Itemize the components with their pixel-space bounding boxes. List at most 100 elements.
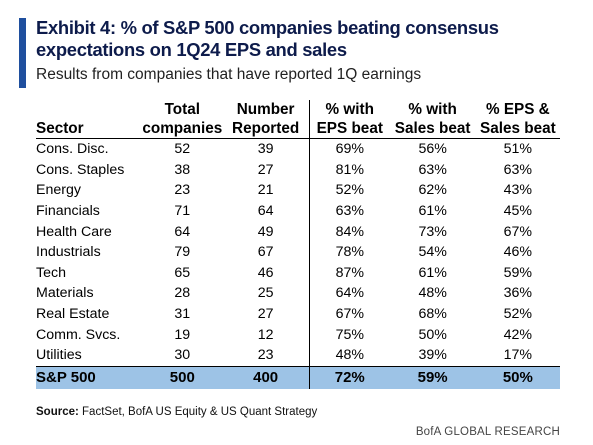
total-sector: S&P 500 — [36, 365, 143, 389]
header-sector: Sector — [36, 120, 84, 137]
table-row: Cons. Disc. 52 39 69% 56% 51% — [36, 138, 560, 160]
cell-eps-sales-beat: 63% — [503, 161, 533, 178]
cell-total: 64 — [174, 223, 191, 240]
cell-eps-beat: 48% — [308, 344, 390, 367]
table-row: Cons. Staples 38 27 81% 63% 63% — [36, 159, 560, 181]
cell-sector: Financials — [36, 203, 100, 220]
source-text: FactSet, BofA US Equity & US Quant Strat… — [82, 406, 318, 418]
earnings-table: Sector Total companies Number Reported %… — [36, 100, 560, 389]
total-row: S&P 500 500 400 72% 59% 50% — [36, 365, 560, 389]
total-reported: 400 — [222, 365, 310, 389]
cell-eps-beat: 78% — [308, 241, 390, 263]
cell-total: 19 — [174, 326, 191, 343]
header-eps-sales-beat: % EPS & Sales beat — [480, 101, 556, 137]
cell-eps-beat: 87% — [308, 262, 390, 284]
cell-eps-beat: 63% — [308, 200, 390, 222]
cell-total: 52 — [174, 141, 191, 158]
total-both: 50% — [475, 365, 560, 389]
cell-sector: Materials — [36, 285, 94, 302]
cell-reported: 67 — [257, 244, 274, 261]
table-row: Tech 65 46 87% 61% 59% — [36, 262, 560, 284]
cell-total: 79 — [174, 244, 191, 261]
cell-sector: Cons. Staples — [36, 161, 125, 178]
cell-eps-beat: 69% — [308, 138, 390, 160]
header-number-reported: Number Reported — [232, 101, 300, 137]
cell-reported: 25 — [257, 285, 274, 302]
cell-eps-sales-beat: 43% — [503, 182, 533, 199]
cell-sector: Real Estate — [36, 306, 110, 323]
cell-sales-beat: 39% — [418, 347, 447, 364]
total-total: 500 — [142, 365, 223, 389]
cell-eps-sales-beat: 36% — [503, 285, 533, 302]
header-total: Total companies — [142, 101, 223, 137]
cell-sales-beat: 61% — [418, 203, 447, 220]
cell-total: 30 — [174, 347, 191, 364]
table-row: Financials 71 64 63% 61% 45% — [36, 200, 560, 222]
cell-total: 38 — [174, 161, 191, 178]
cell-eps-sales-beat: 59% — [503, 264, 533, 281]
table-row: Materials 28 25 64% 48% 36% — [36, 283, 560, 304]
cell-reported: 21 — [257, 182, 274, 199]
cell-total: 71 — [174, 203, 191, 220]
table-body: Cons. Disc. 52 39 69% 56% 51% Cons. Staples 38 2… — [36, 138, 560, 389]
source-label: Source: — [36, 406, 79, 418]
cell-eps-sales-beat: 51% — [503, 141, 533, 158]
accent-bar — [19, 18, 26, 88]
cell-eps-beat: 81% — [308, 159, 390, 181]
table-header-row: Sector Total companies Number Reported %… — [36, 100, 560, 139]
exhibit-subtitle: Results from companies that have reporte… — [36, 66, 422, 83]
cell-sales-beat: 50% — [418, 326, 447, 343]
exhibit-title: Exhibit 4: % of S&P 500 companies beatin… — [36, 17, 499, 60]
cell-sales-beat: 61% — [418, 264, 447, 281]
total-eps: 72% — [308, 365, 390, 389]
header-eps-beat: % with EPS beat — [308, 100, 390, 139]
cell-sales-beat: 68% — [418, 306, 447, 323]
table-row: Energy 23 21 52% 62% 43% — [36, 180, 560, 201]
cell-total: 65 — [174, 264, 191, 281]
cell-reported: 64 — [257, 203, 274, 220]
table-row: Industrials 79 67 78% 54% 46% — [36, 241, 560, 263]
cell-sales-beat: 54% — [418, 244, 447, 261]
cell-reported: 27 — [257, 306, 274, 323]
cell-eps-beat: 84% — [308, 221, 390, 242]
cell-sector: Health Care — [36, 223, 112, 240]
cell-eps-beat: 67% — [308, 303, 390, 325]
cell-reported: 39 — [257, 141, 274, 158]
cell-eps-sales-beat: 46% — [503, 244, 533, 261]
cell-reported: 23 — [257, 347, 274, 364]
cell-eps-beat: 64% — [308, 283, 390, 304]
cell-eps-beat: 75% — [308, 324, 390, 345]
cell-sales-beat: 62% — [418, 182, 447, 199]
cell-total: 28 — [174, 285, 191, 302]
cell-reported: 49 — [257, 223, 274, 240]
cell-reported: 46 — [257, 264, 274, 281]
cell-total: 31 — [174, 306, 191, 323]
cell-eps-sales-beat: 45% — [503, 203, 533, 220]
cell-total: 23 — [174, 182, 191, 199]
table-row: Real Estate 31 27 67% 68% 52% — [36, 303, 560, 325]
header-sales-beat: % with Sales beat — [394, 101, 471, 137]
total-sales: 59% — [389, 365, 476, 389]
table-row: Comm. Svcs. 19 12 75% 50% 42% — [36, 324, 560, 345]
cell-sector: Tech — [36, 264, 66, 281]
brand-footer: BofA GLOBAL RESEARCH — [415, 426, 560, 438]
cell-sector: Energy — [36, 182, 81, 199]
source-note: Source: FactSet, BofA US Equity & US Qua… — [36, 406, 317, 418]
cell-reported: 27 — [257, 161, 274, 178]
cell-sector: Industrials — [36, 244, 101, 261]
cell-sales-beat: 56% — [418, 141, 447, 158]
cell-sales-beat: 63% — [418, 161, 447, 178]
cell-sector: Utilities — [36, 347, 82, 364]
cell-eps-beat: 52% — [308, 180, 390, 201]
table-row: Utilities 30 23 48% 39% 17% — [36, 344, 560, 367]
cell-sales-beat: 48% — [418, 285, 447, 302]
cell-eps-sales-beat: 67% — [503, 223, 533, 240]
cell-eps-sales-beat: 52% — [503, 306, 533, 323]
cell-sector: Comm. Svcs. — [36, 326, 121, 343]
cell-sector: Cons. Disc. — [36, 141, 109, 158]
cell-eps-sales-beat: 17% — [503, 347, 533, 364]
table-row: Health Care 64 49 84% 73% 67% — [36, 221, 560, 242]
cell-sales-beat: 73% — [418, 223, 447, 240]
cell-eps-sales-beat: 42% — [503, 326, 533, 343]
cell-reported: 12 — [257, 326, 274, 343]
